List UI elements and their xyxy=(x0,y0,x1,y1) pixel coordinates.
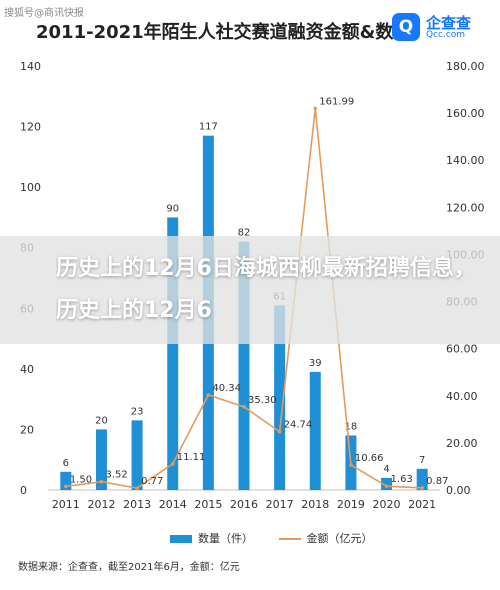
left-tick-label: 20 xyxy=(20,423,34,436)
line-data-label: 35.30 xyxy=(248,395,277,406)
line-data-label: 3.52 xyxy=(105,470,127,481)
line-data-label: 24.74 xyxy=(284,420,313,431)
bar xyxy=(131,420,143,490)
bar xyxy=(95,429,107,490)
legend-bar-label: 数量（件） xyxy=(198,532,253,545)
x-tick-label: 2012 xyxy=(87,498,115,511)
x-tick-label: 2013 xyxy=(123,498,151,511)
line-data-label: 0.87 xyxy=(426,476,448,487)
amount-point xyxy=(64,484,68,489)
bar xyxy=(238,241,250,490)
x-tick-label: 2020 xyxy=(373,498,401,511)
chart-title: 2011-2021年陌生人社交赛道融资金额&数量 xyxy=(36,22,412,43)
right-tick-label: 160.00 xyxy=(446,107,485,120)
amount-point xyxy=(135,486,139,490)
amount-point xyxy=(99,479,104,484)
bar xyxy=(274,305,286,490)
left-tick-label: 0 xyxy=(20,484,27,497)
line-data-label: 11.11 xyxy=(177,452,206,463)
left-tick-label: 140 xyxy=(20,60,41,73)
legend-item-line: 金额（亿元） xyxy=(278,530,373,546)
legend-line-label: 金额（亿元） xyxy=(306,532,373,545)
x-tick-label: 2018 xyxy=(301,498,329,511)
watermark: 搜狐号@商讯快报 xyxy=(4,8,84,19)
overlay-headline: 历史上的12月6日海城西柳最新招聘信息，历史上的12月6 xyxy=(56,256,476,323)
bar-data-label: 7 xyxy=(419,455,425,466)
legend: 数量（件） 金额（亿元） xyxy=(170,530,395,546)
x-tick-label: 2021 xyxy=(408,498,436,511)
overlay-banner xyxy=(0,236,500,344)
left-tick-label: 40 xyxy=(20,363,34,376)
bar-data-label: 39 xyxy=(309,358,322,369)
legend-line-swatch xyxy=(278,538,301,540)
line-data-label: 1.50 xyxy=(70,474,92,485)
right-tick-label: 180.00 xyxy=(446,60,485,73)
amount-point xyxy=(277,429,282,434)
right-tick-label: 20.00 xyxy=(446,437,478,450)
bar-data-label: 4 xyxy=(383,464,389,475)
qcc-logo-icon: Q xyxy=(392,13,420,41)
line-data-label: 0.77 xyxy=(141,476,163,487)
right-tick-label: 140.00 xyxy=(446,154,485,167)
bar-data-label: 23 xyxy=(131,406,144,417)
bar xyxy=(416,468,428,490)
logo-name: 企查查 xyxy=(426,14,472,32)
right-tick-label: 120.00 xyxy=(446,201,485,214)
bar-data-label: 20 xyxy=(95,415,108,426)
qcc-logo: Q 企查查 Qcc.com xyxy=(392,10,492,46)
x-tick-label: 2015 xyxy=(194,498,222,511)
line-data-label: 40.34 xyxy=(212,383,241,394)
bar-data-label: 117 xyxy=(199,122,218,133)
x-tick-label: 2011 xyxy=(52,498,80,511)
bar-data-label: 82 xyxy=(238,228,251,239)
right-tick-label: 60.00 xyxy=(446,343,478,356)
right-tick-label: 40.00 xyxy=(446,390,478,403)
legend-item-bar: 数量（件） xyxy=(170,530,253,546)
x-tick-label: 2017 xyxy=(266,498,294,511)
left-tick-label: 120 xyxy=(20,121,41,134)
bar-data-label: 6 xyxy=(63,458,69,469)
x-tick-label: 2014 xyxy=(159,498,187,511)
line-data-label: 10.66 xyxy=(355,453,384,464)
bar xyxy=(167,217,179,490)
bar-data-label: 18 xyxy=(345,421,358,432)
source-note: 数据来源：企查查，截至2021年6月，金额：亿元 xyxy=(18,562,240,573)
line-data-label: 1.63 xyxy=(391,474,413,485)
bar xyxy=(60,471,72,490)
bar xyxy=(381,477,393,490)
bar xyxy=(309,371,321,490)
bar-data-label: 90 xyxy=(166,203,179,214)
amount-point xyxy=(384,484,389,488)
right-tick-label: 0.00 xyxy=(446,484,471,497)
amount-point xyxy=(242,405,246,409)
amount-point xyxy=(420,486,424,490)
line-data-label: 161.99 xyxy=(319,96,354,107)
logo-sub: Qcc.com xyxy=(426,30,466,40)
x-tick-label: 2016 xyxy=(230,498,258,511)
left-tick-label: 100 xyxy=(20,181,41,194)
amount-point xyxy=(170,462,175,466)
amount-point xyxy=(349,463,353,467)
x-tick-label: 2019 xyxy=(337,498,365,511)
amount-point xyxy=(313,106,318,111)
amount-point xyxy=(206,393,211,397)
legend-bar-swatch xyxy=(170,535,192,543)
